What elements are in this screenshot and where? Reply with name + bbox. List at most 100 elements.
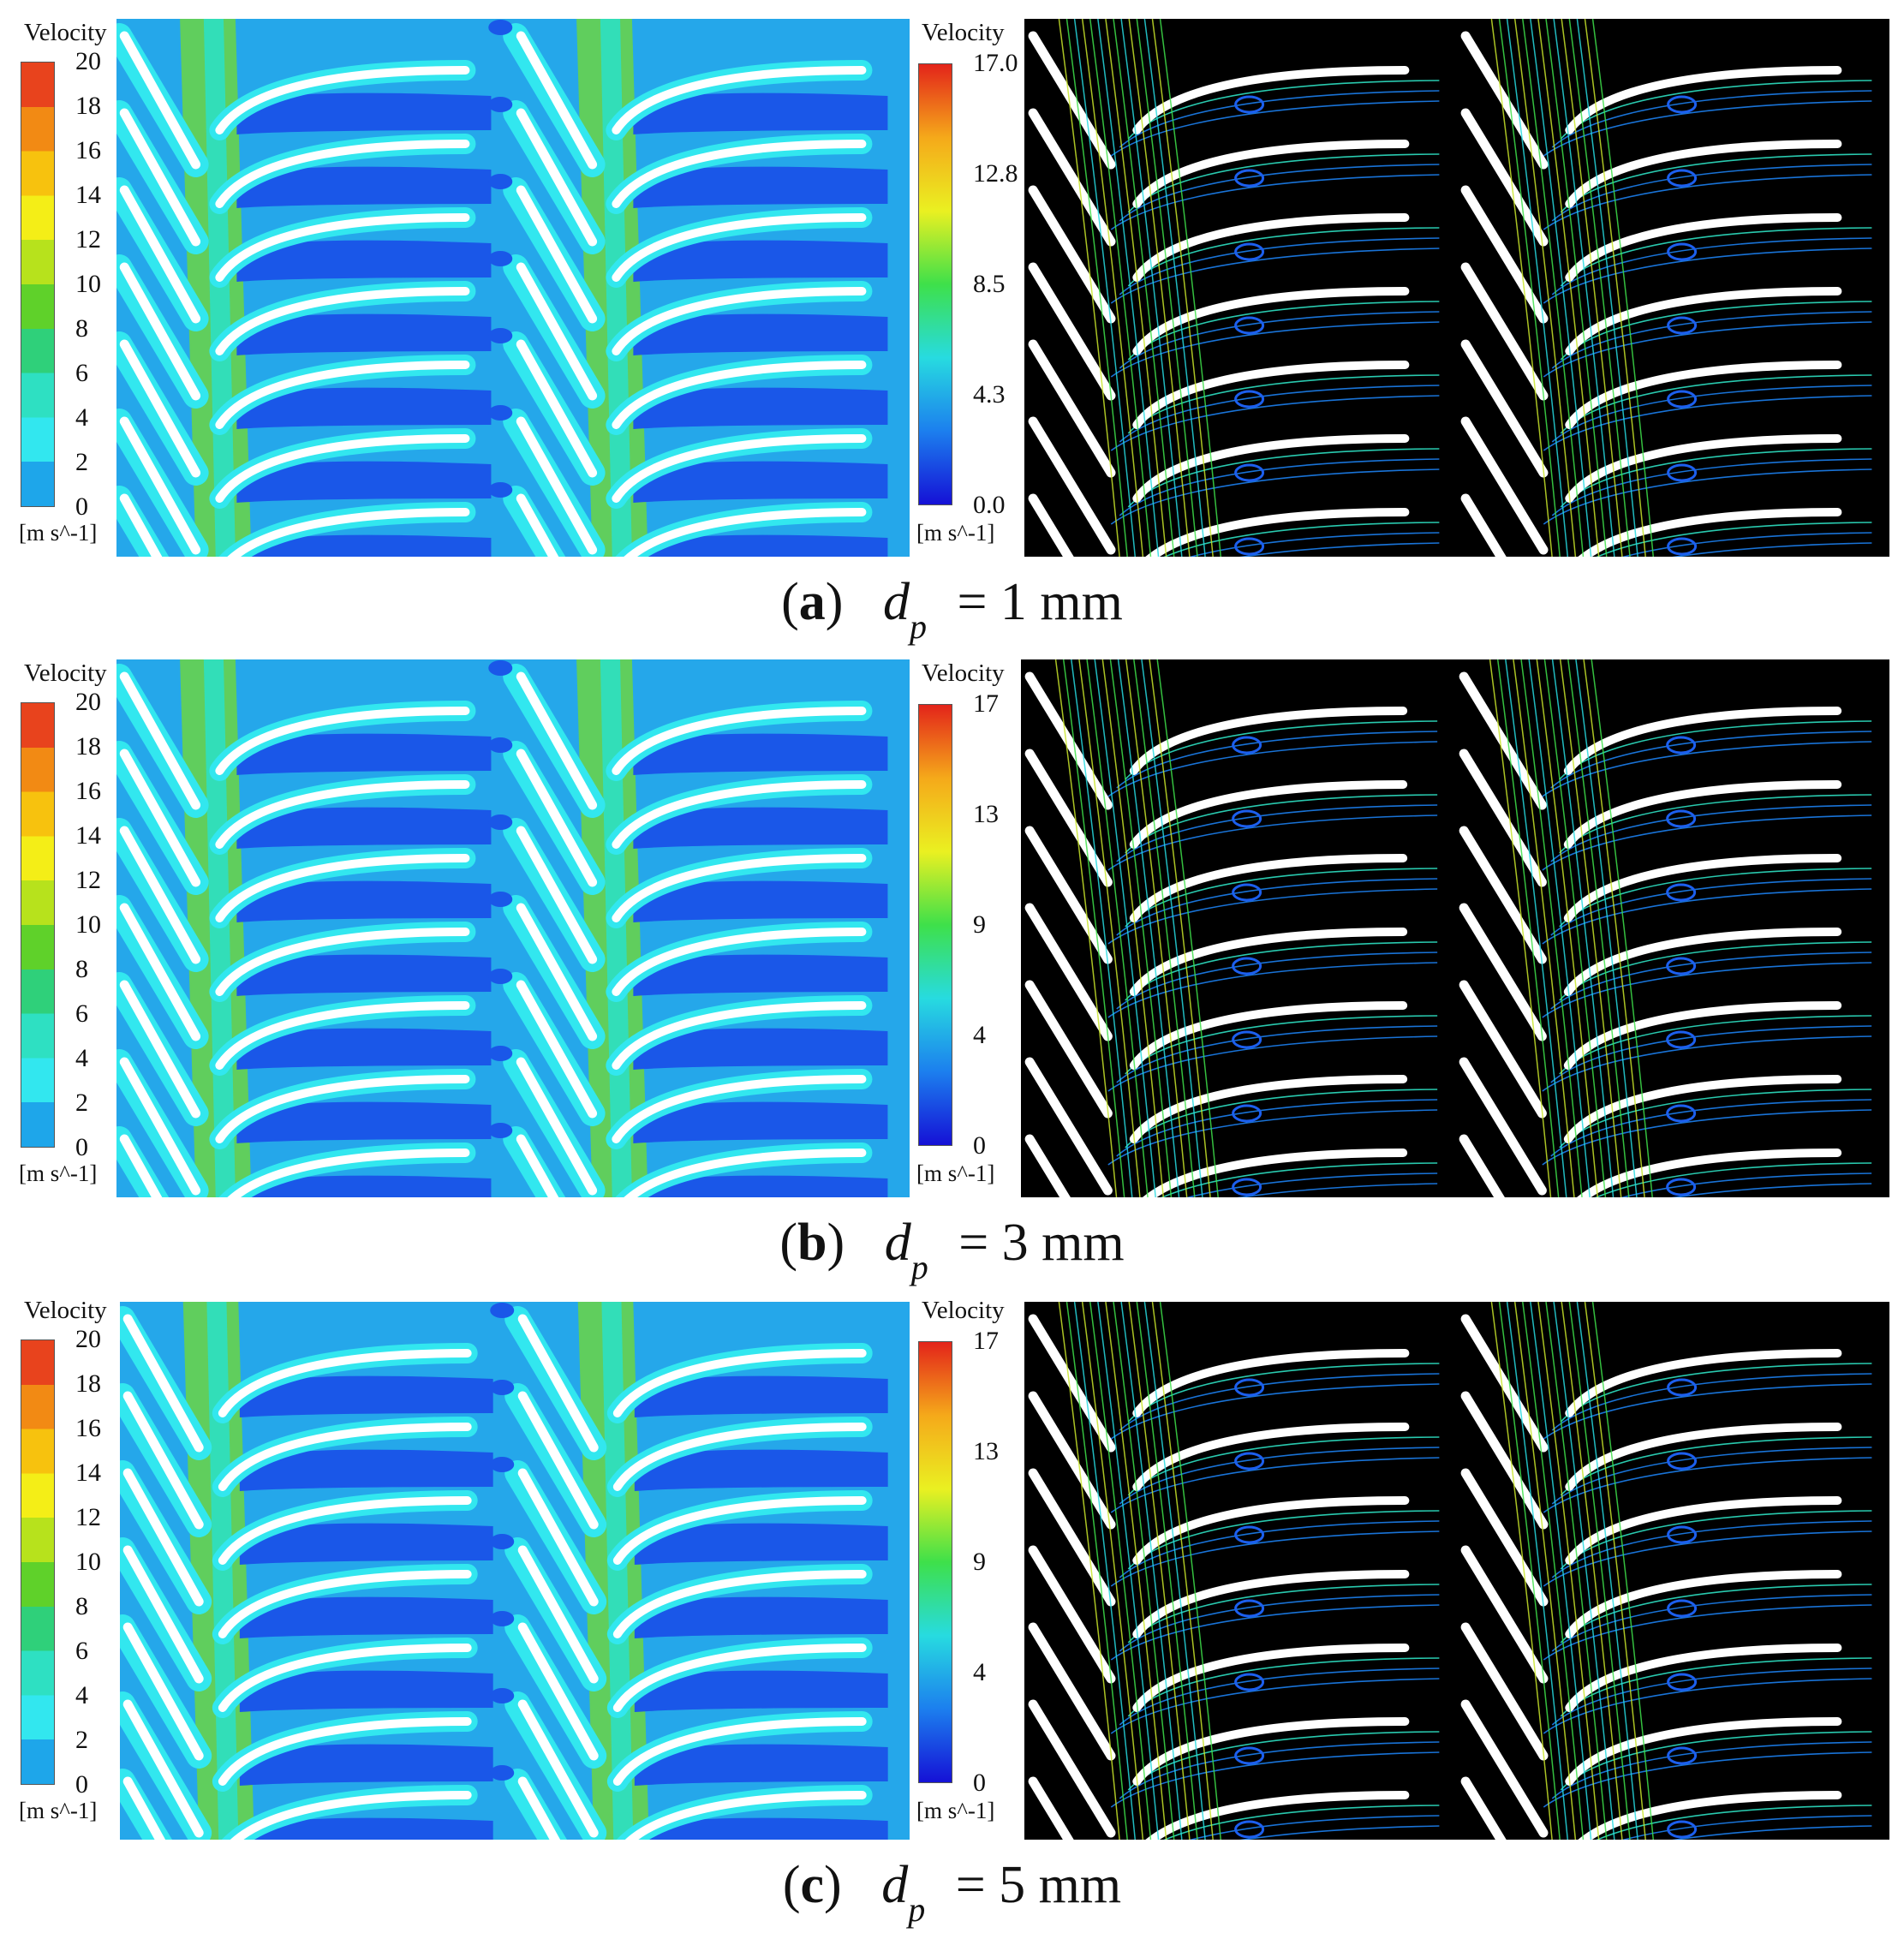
curved-blade <box>218 1496 472 1565</box>
legend-tick-label: 20 <box>75 688 101 716</box>
curved-blade <box>1565 1423 1842 1491</box>
curved-blade <box>612 1075 867 1143</box>
inclined-blade <box>119 980 201 1119</box>
streamline-plot <box>1024 19 1889 557</box>
inclined-blade <box>1460 493 1507 557</box>
legend-tick-label: 16 <box>75 136 101 164</box>
streamline-panel-c <box>1024 1302 1889 1840</box>
inclined-blade <box>1024 980 1113 1119</box>
inclined-blade <box>516 108 598 247</box>
curved-blade <box>1129 780 1408 849</box>
streamline-colorbar <box>918 1341 952 1783</box>
contour-legend-c: Velocity 20 18 16 14 12 10 8 6 4 2 0 [m s^-1] <box>15 1297 132 1836</box>
contour-colorbar <box>21 62 55 507</box>
inclined-blade <box>1028 416 1116 555</box>
inclined-blade <box>119 31 201 170</box>
contour-legend-a: Velocity 20 18 16 14 12 10 8 6 4 2 0 [m s^-1] <box>15 19 132 558</box>
streamline-field <box>1024 659 1872 1197</box>
curved-blade <box>215 854 470 922</box>
caption-label: b <box>797 1214 827 1272</box>
curved-blade <box>227 508 470 557</box>
curved-blade <box>215 140 470 208</box>
curved-blade <box>612 66 867 134</box>
inclined-blade <box>119 416 201 555</box>
contour-legend-unit: [m s^-1] <box>19 1798 98 1823</box>
inclined-blade <box>517 1545 599 1684</box>
curved-blade <box>1565 1349 1842 1417</box>
curved-blade <box>215 66 470 134</box>
inclined-blade <box>119 903 201 1041</box>
curved-blade <box>215 1001 470 1070</box>
legend-tick-label: 6 <box>75 359 88 387</box>
streamline-plot <box>1021 659 1889 1197</box>
inclined-blade <box>1024 749 1113 887</box>
streamline-legend-title: Velocity <box>922 1297 1005 1324</box>
inclined-blade <box>1459 980 1547 1119</box>
inclined-blade <box>517 1699 599 1838</box>
inclined-blade <box>1028 493 1074 557</box>
legend-tick-label: 17.0 <box>973 49 1018 77</box>
inclined-blade <box>517 1314 599 1453</box>
curved-blade <box>230 1791 472 1840</box>
inclined-blade <box>1460 1622 1549 1761</box>
curved-blade <box>612 1423 867 1491</box>
curved-blade <box>612 707 867 775</box>
curved-blade <box>1565 140 1842 208</box>
legend-tick-label: 12.8 <box>973 159 1018 188</box>
inclined-blade <box>1028 1545 1116 1684</box>
inclined-blade <box>122 1776 166 1840</box>
legend-tick-label: 14 <box>75 1459 101 1487</box>
curved-blade <box>1563 707 1842 775</box>
legend-tick-label: 4 <box>75 1681 88 1709</box>
curved-blade <box>1578 508 1842 557</box>
inclined-blade <box>122 1545 204 1684</box>
contour-legend-b: Velocity 20 18 16 14 12 10 8 6 4 2 0 [m s^-1] <box>15 659 132 1199</box>
contour-field <box>116 659 888 1197</box>
legend-tick-label: 9 <box>973 1548 986 1576</box>
inclined-blade <box>122 1699 204 1838</box>
curved-blade <box>218 1644 472 1712</box>
caption-symbol: d <box>884 1214 911 1272</box>
inclined-blade <box>516 262 598 401</box>
curved-blade <box>1145 508 1410 557</box>
legend-tick-label: 9 <box>973 910 986 939</box>
curved-blade <box>624 1148 867 1197</box>
inclined-blade <box>1460 108 1549 247</box>
legend-tick-label: 4 <box>75 403 88 432</box>
inclined-blade <box>119 108 201 247</box>
legend-tick-label: 0 <box>75 1770 88 1799</box>
caption-subscript: p <box>909 607 927 646</box>
caption-symbol: d <box>882 573 910 631</box>
inclined-blade <box>1459 1134 1505 1197</box>
legend-tick-label: 14 <box>75 181 101 209</box>
streamline-colorbar <box>918 704 952 1146</box>
streamline-panel-a <box>1024 19 1889 557</box>
inclined-blade <box>119 1134 163 1197</box>
curved-blade <box>218 1717 472 1786</box>
inclined-blade <box>119 826 201 964</box>
inclined-blade <box>119 262 201 401</box>
velocity-contour-plot <box>116 659 910 1197</box>
inclined-blade <box>1459 1057 1547 1196</box>
streamline-colorbar <box>918 63 952 505</box>
inclined-blade <box>517 1468 599 1607</box>
inclined-blade <box>122 1622 204 1761</box>
curved-blade <box>1578 1791 1842 1840</box>
streamline-field <box>1028 19 1872 557</box>
streamline-legend-a: Velocity 17.0 12.8 8.5 4.3 0.0 [m s^-1] <box>913 19 1030 558</box>
streamline-legend-b: Velocity 17 13 9 4 0 [m s^-1] <box>913 659 1030 1199</box>
contour-legend-title: Velocity <box>24 659 107 687</box>
inclined-blade <box>1024 1134 1071 1197</box>
curved-blade <box>612 1349 867 1417</box>
legend-tick-label: 18 <box>75 732 101 761</box>
streamline-legend-c: Velocity 17 13 9 4 0 [m s^-1] <box>913 1297 1030 1836</box>
inclined-blade <box>119 339 201 478</box>
inclined-blade <box>1028 1776 1074 1840</box>
caption-value: = 1 mm <box>957 573 1123 631</box>
curved-blade <box>215 1075 470 1143</box>
curved-blade <box>215 361 470 429</box>
legend-tick-label: 10 <box>75 910 101 939</box>
legend-tick-label: 8 <box>75 1592 88 1620</box>
caption-b: (b) dp = 3 mm <box>779 1214 1125 1286</box>
legend-tick-label: 8 <box>75 314 88 343</box>
